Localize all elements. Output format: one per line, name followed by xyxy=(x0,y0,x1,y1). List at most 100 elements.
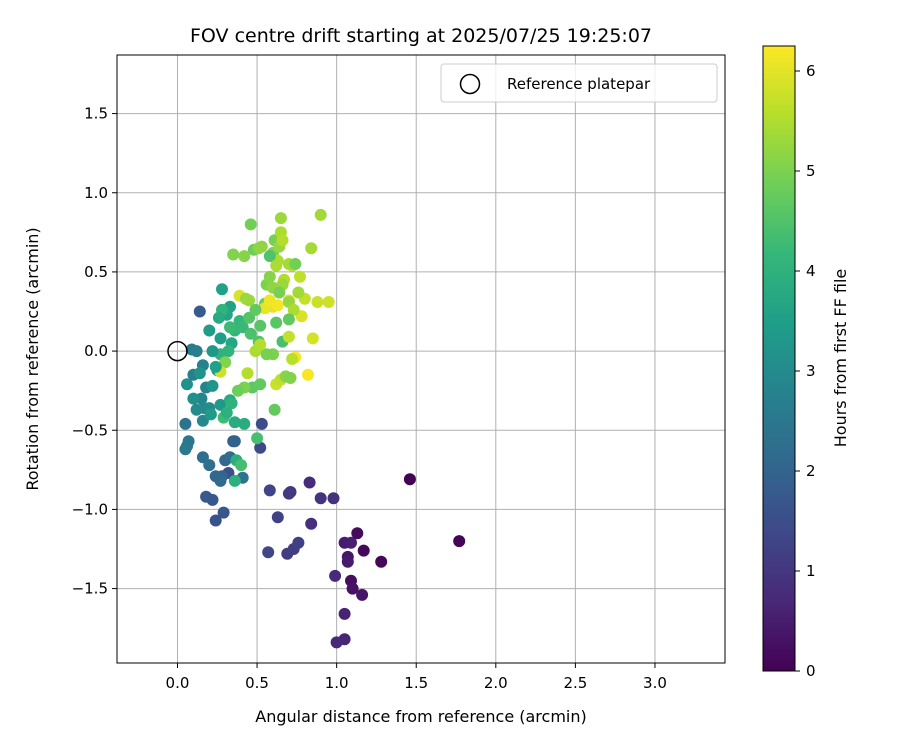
scatter-point xyxy=(453,535,466,548)
colorbar-tick-label: 2 xyxy=(806,462,816,480)
y-axis-ticks: −1.5 −1.0 −0.5 0.0 0.5 1.0 1.5 xyxy=(72,105,117,598)
scatter-point xyxy=(200,490,213,503)
scatter-point xyxy=(238,417,251,430)
x-tick-label: 2.0 xyxy=(484,674,508,692)
x-tick-label: 3.0 xyxy=(643,674,667,692)
scatter-point xyxy=(263,250,276,263)
scatter-point xyxy=(187,392,200,405)
scatter-point xyxy=(254,441,267,454)
chart-title: FOV centre drift starting at 2025/07/25 … xyxy=(190,25,652,47)
scatter-point xyxy=(244,218,257,231)
scatter-point xyxy=(303,476,316,489)
x-tick-label: 1.5 xyxy=(404,674,428,692)
scatter-point xyxy=(235,459,248,472)
legend-marker-icon xyxy=(459,73,481,95)
x-axis-label: Angular distance from reference (arcmin) xyxy=(255,707,586,726)
scatter-point xyxy=(196,414,209,427)
reference-platepar-marker xyxy=(167,340,188,362)
scatter-point xyxy=(190,403,203,416)
scatter-point xyxy=(249,345,262,358)
scatter-point xyxy=(273,286,286,299)
scatter-point xyxy=(227,248,240,261)
scatter-point xyxy=(375,555,388,568)
scatter-point xyxy=(274,212,287,225)
scatter-point xyxy=(217,506,230,519)
scatter-point xyxy=(282,313,295,326)
scatter-point xyxy=(302,368,314,381)
scatter-point xyxy=(357,544,370,557)
scatter-point xyxy=(228,474,241,487)
scatter-point xyxy=(216,283,228,296)
x-tick-label: 1.0 xyxy=(325,674,349,692)
scatter-point xyxy=(314,208,327,221)
scatter-point xyxy=(255,240,268,253)
scatter-point xyxy=(222,345,235,358)
scatter-point xyxy=(219,356,232,369)
legend-box xyxy=(440,63,718,103)
scatter-point xyxy=(271,511,284,524)
x-tick-label: 2.5 xyxy=(563,674,587,692)
scatter-point xyxy=(403,473,416,486)
scatter-point xyxy=(284,372,297,384)
scatter-point xyxy=(330,636,343,649)
plot-frame xyxy=(116,54,726,664)
scatter-point xyxy=(209,360,222,373)
scatter-point xyxy=(260,348,273,361)
scatter-point xyxy=(214,332,227,345)
scatter-point xyxy=(206,345,219,358)
scatter-point xyxy=(193,305,206,318)
scatter-point xyxy=(305,242,318,255)
scatter-point xyxy=(225,397,238,410)
scatter-point xyxy=(236,321,249,334)
y-tick-label: 1.5 xyxy=(84,105,108,123)
scatter-point xyxy=(220,406,233,419)
scatter-point xyxy=(228,435,241,448)
colorbar-tick-label: 4 xyxy=(806,262,816,280)
colorbar-tick-label: 1 xyxy=(806,562,816,580)
scatter-point xyxy=(345,536,357,549)
scatter-point xyxy=(268,403,281,416)
scatter-point xyxy=(286,353,299,365)
scatter-point xyxy=(179,443,192,456)
scatter-point xyxy=(232,384,244,397)
colorbar-tick-label: 5 xyxy=(806,162,816,180)
scatter-point xyxy=(314,492,327,505)
scatter-point xyxy=(289,258,302,270)
y-tick-label: −0.5 xyxy=(72,421,108,439)
scatter-point xyxy=(329,569,342,582)
scatter-point xyxy=(282,487,295,500)
scatter-point xyxy=(270,316,283,329)
scatter-point xyxy=(262,546,275,559)
scatter-point xyxy=(238,250,251,263)
scatter-point xyxy=(241,367,254,380)
scatter-point xyxy=(209,514,222,527)
scatter-point xyxy=(193,367,206,380)
scatter-point xyxy=(212,311,225,324)
y-tick-label: 0.0 xyxy=(84,342,108,360)
colorbar-ticks: 0 1 2 3 4 5 6 xyxy=(795,62,816,680)
scatter-point xyxy=(270,259,283,272)
scatter-point xyxy=(341,555,354,568)
scatter-point xyxy=(292,286,305,299)
scatter-point xyxy=(190,345,203,358)
scatter-point xyxy=(305,517,318,530)
scatter-point xyxy=(276,234,289,247)
scatter-point xyxy=(263,270,276,283)
scatter-point xyxy=(203,324,216,337)
scatter-point xyxy=(214,474,227,487)
legend-entry-label: Reference platepar xyxy=(507,75,651,93)
scatter-point xyxy=(249,303,262,316)
x-axis-ticks: 0.0 0.5 1.0 1.5 2.0 2.5 3.0 xyxy=(166,663,667,692)
scatter-point xyxy=(206,379,219,392)
scatter-point xyxy=(338,607,351,620)
scatter-point xyxy=(254,319,267,332)
y-tick-label: −1.5 xyxy=(72,580,108,598)
scatter-point xyxy=(244,327,257,340)
scatter-point xyxy=(228,416,241,429)
scatter-point xyxy=(271,299,284,312)
scatter-point xyxy=(327,492,340,505)
scatter-point xyxy=(204,408,217,421)
scatter-point xyxy=(251,432,264,445)
colorbar-tick-label: 0 xyxy=(806,662,816,680)
y-tick-label: 1.0 xyxy=(84,184,108,202)
